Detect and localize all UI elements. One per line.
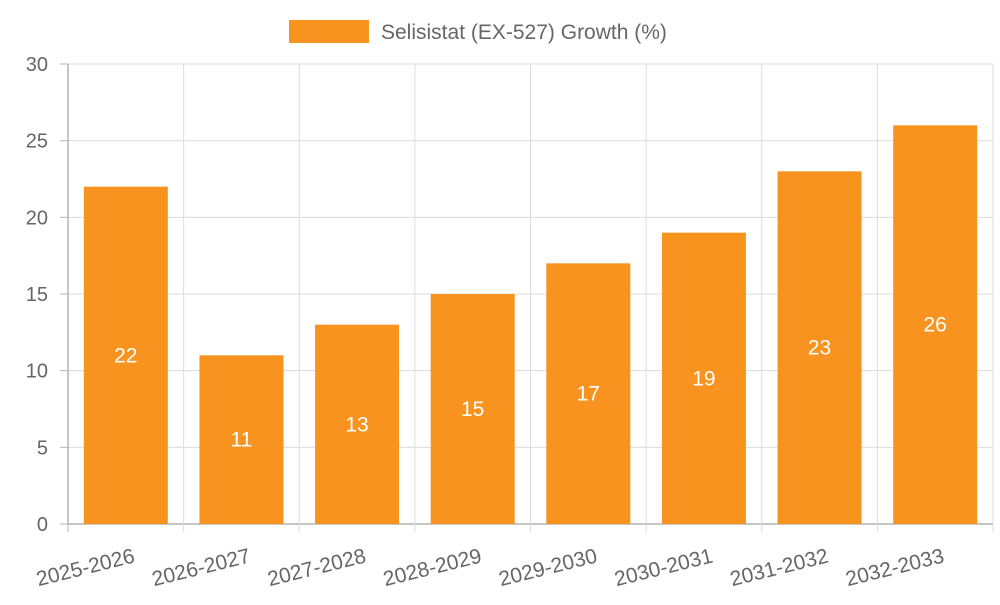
bar[interactable] [777, 171, 862, 525]
bar-value-label: 15 [461, 398, 484, 421]
bar-value-label: 19 [692, 367, 715, 390]
bar-value-label: 11 [231, 429, 253, 452]
bar-value-label: 23 [808, 337, 831, 360]
y-tick-label: 10 [26, 361, 48, 383]
bar-value-label: 26 [924, 314, 947, 337]
bar[interactable] [315, 324, 400, 524]
y-tick-label: 25 [26, 131, 48, 153]
x-tick-label: 2027-2028 [265, 545, 368, 592]
bar[interactable] [546, 263, 631, 524]
x-tick-label: 2030-2031 [612, 545, 715, 592]
bar[interactable] [661, 232, 746, 524]
legend-swatch[interactable] [289, 20, 369, 43]
bars [83, 125, 978, 525]
bar[interactable] [430, 294, 515, 524]
x-tick-label: 2029-2030 [497, 545, 600, 592]
x-tick-label: 2028-2029 [381, 545, 484, 592]
y-tick-label: 5 [37, 437, 48, 459]
data-labels: 22 11 13 15 17 19 23 26 [114, 314, 947, 452]
x-tick-label: 2032-2033 [843, 545, 946, 592]
y-tick-label: 30 [26, 54, 48, 76]
bar-value-label: 22 [114, 344, 137, 367]
bar[interactable] [199, 355, 284, 524]
legend[interactable]: Selisistat (EX-527) Growth (%) [289, 20, 667, 44]
x-tick-label: 2026-2027 [150, 545, 253, 592]
bar-value-label: 17 [577, 383, 600, 406]
bar[interactable] [83, 186, 168, 524]
x-tick-label: 2025-2026 [34, 545, 137, 592]
y-tick-label: 0 [37, 514, 48, 536]
bar-value-label: 13 [345, 413, 368, 436]
bar[interactable] [893, 125, 978, 524]
legend-label[interactable]: Selisistat (EX-527) Growth (%) [381, 21, 667, 44]
y-tick-label: 20 [26, 207, 48, 229]
y-tick-label: 15 [26, 284, 48, 306]
x-tick-label: 2031-2032 [728, 545, 831, 592]
